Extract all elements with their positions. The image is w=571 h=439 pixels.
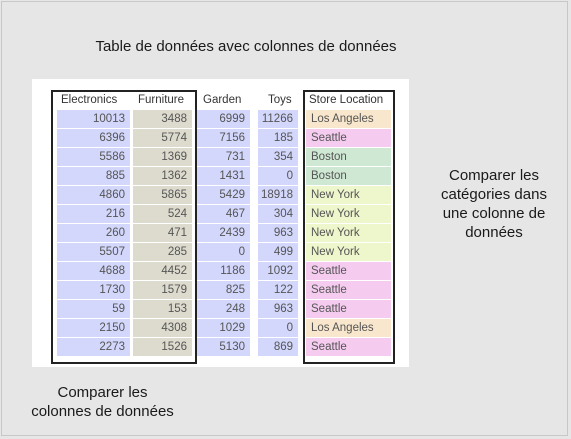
value-cell: 0 xyxy=(197,243,250,261)
value-cell: 153 xyxy=(133,300,192,318)
diagram-title: Table de données avec colonnes de donnée… xyxy=(95,38,397,55)
value-cell: 885 xyxy=(57,167,130,185)
value-cell: 18918 xyxy=(258,186,298,204)
value-cell: 963 xyxy=(258,224,298,242)
caption-right-line-1: Comparer les xyxy=(448,167,540,184)
value-cell: 7156 xyxy=(197,129,250,147)
value-cell: 5507 xyxy=(57,243,130,261)
header-furniture: Furniture xyxy=(138,94,185,106)
value-cell: 524 xyxy=(133,205,192,223)
value-cell: 1362 xyxy=(133,167,192,185)
value-cell: 285 xyxy=(133,243,192,261)
value-cell: 354 xyxy=(258,148,298,166)
value-cell: 825 xyxy=(197,281,250,299)
value-cell: 6396 xyxy=(57,129,130,147)
location-cell: New York xyxy=(306,186,391,204)
value-cell: 185 xyxy=(258,129,298,147)
value-cell: 1431 xyxy=(197,167,250,185)
caption-compare-categories: Comparer les catégories dans une colonne… xyxy=(424,166,564,242)
value-cell: 122 xyxy=(258,281,298,299)
value-cell: 1029 xyxy=(197,319,250,337)
caption-right-line-4: données xyxy=(465,224,523,241)
column-toys: 11266 185 354 0 18918 304 963 499 1092 122 963 0 869 xyxy=(258,110,298,357)
value-cell: 467 xyxy=(197,205,250,223)
value-cell: 1730 xyxy=(57,281,130,299)
column-garden: 6999 7156 731 1431 5429 467 2439 0 1186 825 248 102… xyxy=(197,110,250,357)
value-cell: 5429 xyxy=(197,186,250,204)
value-cell: 471 xyxy=(133,224,192,242)
value-cell: 2439 xyxy=(197,224,250,242)
header-garden: Garden xyxy=(203,94,242,106)
caption-left-line-1: Comparer les xyxy=(57,384,148,401)
value-cell: 3488 xyxy=(133,110,192,128)
value-cell: 10013 xyxy=(57,110,130,128)
value-cell: 5586 xyxy=(57,148,130,166)
caption-left-line-2: colonnes de données xyxy=(31,403,174,420)
value-cell: 499 xyxy=(258,243,298,261)
value-cell: 5865 xyxy=(133,186,192,204)
location-cell: Los Angeles xyxy=(306,319,391,337)
location-cell: Seattle xyxy=(306,300,391,318)
header-electronics: Electronics xyxy=(61,94,118,106)
location-cell: Seattle xyxy=(306,281,391,299)
value-cell: 731 xyxy=(197,148,250,166)
location-cell: New York xyxy=(306,224,391,242)
value-cell: 1579 xyxy=(133,281,192,299)
value-cell: 59 xyxy=(57,300,130,318)
value-cell: 4860 xyxy=(57,186,130,204)
column-furniture: 3488 5774 1369 1362 5865 524 471 285 4452 1579 153… xyxy=(133,110,192,357)
value-cell: 2273 xyxy=(57,338,130,356)
value-cell: 4452 xyxy=(133,262,192,280)
location-cell: Boston xyxy=(306,148,391,166)
value-cell: 5130 xyxy=(197,338,250,356)
value-cell: 1186 xyxy=(197,262,250,280)
value-cell: 216 xyxy=(57,205,130,223)
value-cell: 2150 xyxy=(57,319,130,337)
header-store-location: Store Location xyxy=(309,94,384,106)
caption-compare-columns: Comparer les colonnes de données xyxy=(10,383,195,421)
header-toys: Toys xyxy=(268,94,292,106)
value-cell: 869 xyxy=(258,338,298,356)
value-cell: 4308 xyxy=(133,319,192,337)
compare-categories-box xyxy=(303,90,395,364)
compare-columns-box xyxy=(51,90,197,364)
value-cell: 0 xyxy=(258,167,298,185)
value-cell: 4688 xyxy=(57,262,130,280)
location-cell: New York xyxy=(306,243,391,261)
value-cell: 11266 xyxy=(258,110,298,128)
value-cell: 0 xyxy=(258,319,298,337)
column-electronics: 10013 6396 5586 885 4860 216 260 5507 4688 1730 59… xyxy=(57,110,130,357)
location-cell: Seattle xyxy=(306,338,391,356)
caption-right-line-2: catégories dans xyxy=(441,186,547,203)
value-cell: 260 xyxy=(57,224,130,242)
value-cell: 304 xyxy=(258,205,298,223)
location-cell: New York xyxy=(306,205,391,223)
value-cell: 1092 xyxy=(258,262,298,280)
value-cell: 963 xyxy=(258,300,298,318)
column-store-location: Los Angeles Seattle Boston Boston New York Ne… xyxy=(306,110,391,357)
value-cell: 1369 xyxy=(133,148,192,166)
value-cell: 248 xyxy=(197,300,250,318)
value-cell: 5774 xyxy=(133,129,192,147)
location-cell: Seattle xyxy=(306,262,391,280)
value-cell: 1526 xyxy=(133,338,192,356)
location-cell: Los Angeles xyxy=(306,110,391,128)
caption-right-line-3: une colonne de xyxy=(442,205,546,222)
location-cell: Seattle xyxy=(306,129,391,147)
value-cell: 6999 xyxy=(197,110,250,128)
location-cell: Boston xyxy=(306,167,391,185)
